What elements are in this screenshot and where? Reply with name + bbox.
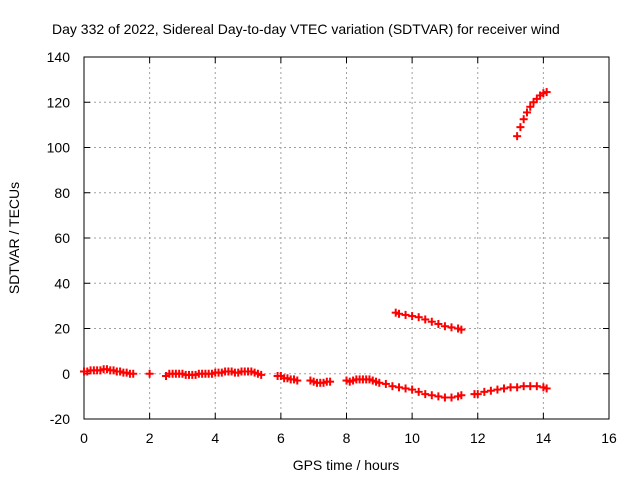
data-point <box>381 379 390 388</box>
y-tick-label: 40 <box>54 275 70 291</box>
data-point <box>408 385 417 394</box>
data-point <box>421 315 430 324</box>
data-point <box>480 387 489 396</box>
data-point <box>401 384 410 393</box>
y-tick-label: 60 <box>54 230 70 246</box>
data-point <box>447 393 456 402</box>
series-segment-7 <box>470 382 551 399</box>
y-tick-label: 120 <box>47 94 71 110</box>
x-tick-label: 12 <box>470 430 486 446</box>
data-point <box>522 108 531 117</box>
x-tick-label: 8 <box>343 430 351 446</box>
data-point <box>427 391 436 400</box>
data-point <box>293 376 302 385</box>
data-point <box>326 377 335 386</box>
data-point <box>388 382 397 391</box>
data-point <box>457 391 466 400</box>
x-tick-label: 10 <box>404 430 420 446</box>
x-tick-label: 6 <box>277 430 285 446</box>
x-tick-label: 0 <box>80 430 88 446</box>
data-point <box>414 313 423 322</box>
data-point <box>129 369 138 378</box>
data-point <box>513 383 522 392</box>
data-point <box>408 312 417 321</box>
data-point <box>414 387 423 396</box>
data-point <box>395 309 403 318</box>
axes-ticks: 0 2 4 6 8 10 12 14 16 -20 0 20 40 60 80 100 120 140 <box>47 49 617 446</box>
series-segment-4 <box>273 372 302 385</box>
data-point <box>516 123 525 132</box>
data-point <box>532 382 541 391</box>
y-tick-label: 20 <box>54 321 70 337</box>
series-segment-1 <box>80 365 138 378</box>
data-point <box>434 319 443 328</box>
data-point <box>542 88 551 97</box>
data-point <box>457 325 466 334</box>
data-point <box>421 390 430 399</box>
x-tick-label: 4 <box>211 430 219 446</box>
data-point <box>145 369 154 378</box>
data-point <box>473 390 482 399</box>
x-tick-label: 2 <box>146 430 154 446</box>
data-point <box>519 115 528 124</box>
series-segment-8 <box>391 308 466 334</box>
y-tick-label: 100 <box>47 140 71 156</box>
data-point <box>440 322 449 331</box>
y-tick-label: 140 <box>47 49 71 65</box>
y-axis-title: SDTVAR / TECUs <box>6 182 22 294</box>
data-point <box>375 378 384 387</box>
data-point <box>434 392 443 401</box>
data-point <box>542 384 551 393</box>
data-point <box>395 383 403 392</box>
series-segment-3 <box>162 367 266 381</box>
data-point <box>257 370 266 379</box>
data-points <box>80 88 551 402</box>
y-tick-label: 0 <box>62 366 70 382</box>
y-tick-label: 80 <box>54 185 70 201</box>
series-segment-5 <box>306 376 335 387</box>
series-segment-6 <box>342 375 466 402</box>
series-segment-9 <box>513 88 551 141</box>
data-point <box>447 323 456 332</box>
data-point <box>401 310 410 319</box>
chart-title: Day 332 of 2022, Sidereal Day-to-day VTE… <box>52 21 560 37</box>
data-point <box>493 385 502 394</box>
x-tick-label: 14 <box>536 430 552 446</box>
data-point <box>513 132 522 141</box>
data-point <box>427 317 436 326</box>
grid <box>84 57 609 419</box>
series-segment-2 <box>145 369 154 378</box>
x-axis-title: GPS time / hours <box>293 457 400 473</box>
y-tick-label: -20 <box>50 411 70 427</box>
data-point <box>526 102 535 111</box>
data-point <box>486 386 495 395</box>
x-tick-label: 16 <box>601 430 617 446</box>
data-point <box>500 384 508 393</box>
